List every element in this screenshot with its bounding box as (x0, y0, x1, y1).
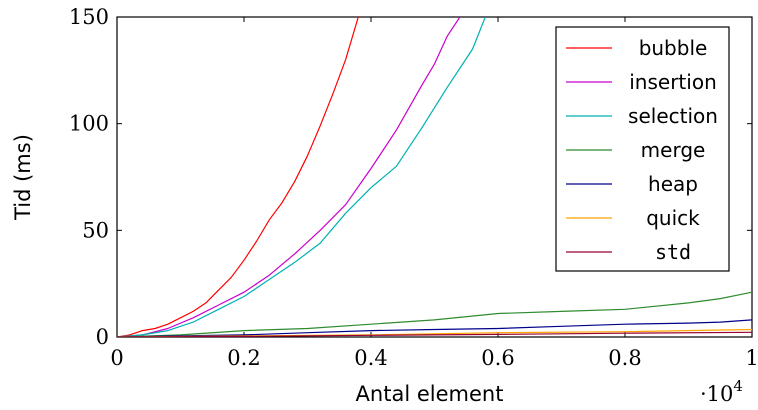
legend-label-quick: quick (646, 206, 700, 230)
x-tick-label: 0.2 (227, 346, 260, 370)
x-tick-label: 1 (745, 346, 758, 370)
legend-label-heap: heap (648, 172, 698, 196)
x-tick-label: 0 (110, 346, 123, 370)
y-tick-label: 150 (69, 5, 109, 29)
legend-label-merge: merge (641, 138, 706, 162)
x-tick-label: 0.8 (608, 346, 641, 370)
y-axis-label: Tid (ms) (11, 134, 35, 221)
series-line-bubble (117, 17, 359, 337)
y-tick-label: 100 (69, 112, 109, 136)
legend-label-bubble: bubble (639, 36, 708, 60)
y-tick-label: 0 (96, 325, 109, 349)
legend-label-selection: selection (628, 104, 718, 128)
x-tick-label: 0.6 (481, 346, 514, 370)
series-line-insertion (117, 17, 461, 337)
legend-label-std: std (655, 240, 691, 264)
series-line-heap (117, 319, 752, 337)
series-line-std (117, 331, 752, 337)
x-axis-multiplier: ·104 (700, 377, 743, 406)
legend-box (555, 26, 730, 272)
legend-label-insertion: insertion (629, 70, 717, 94)
y-tick-label: 50 (82, 218, 109, 242)
plot-frame (116, 16, 753, 338)
x-axis-label: Antal element (356, 382, 504, 406)
series-line-selection (117, 17, 486, 337)
x-tick-label: 0.4 (354, 346, 387, 370)
series-line-merge (117, 291, 752, 337)
